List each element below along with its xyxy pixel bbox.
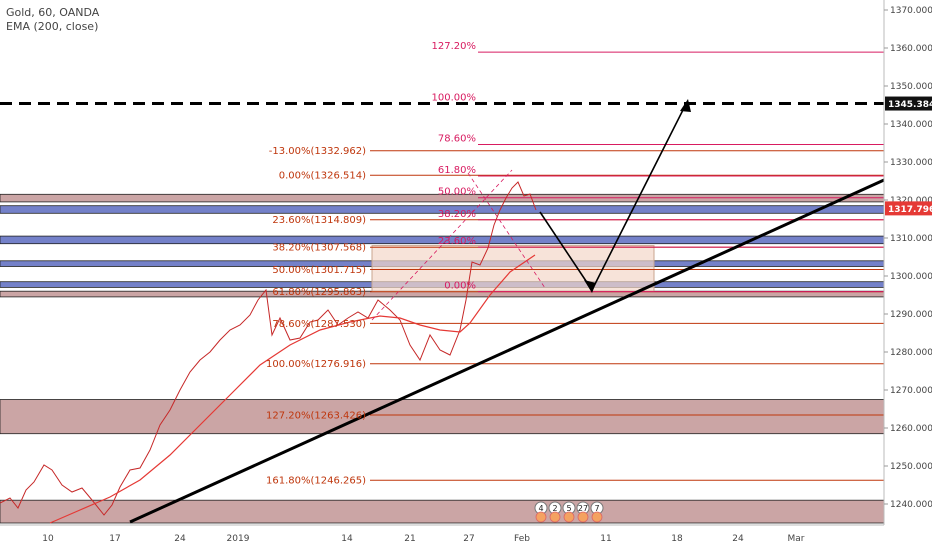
event-count-label: 5 bbox=[566, 504, 571, 513]
price-axis-bg bbox=[884, 0, 932, 550]
fib-right-label: 38.20% bbox=[438, 209, 476, 220]
price-tick-label: 1330.000 bbox=[890, 158, 932, 168]
time-tick-label: 14 bbox=[341, 534, 353, 544]
event-count-label: 4 bbox=[538, 504, 543, 513]
fib-left-label: 50.00%(1301.715) bbox=[272, 265, 366, 276]
current-price-tag bbox=[885, 201, 932, 216]
price-tick-label: 1250.000 bbox=[890, 462, 932, 472]
price-tick-label: 1320.000 bbox=[890, 196, 932, 206]
price-tick-label: 1270.000 bbox=[890, 386, 932, 396]
time-tick-label: 10 bbox=[42, 534, 54, 544]
time-tick-label: 27 bbox=[463, 534, 474, 544]
event-flag-icon bbox=[591, 511, 603, 523]
fib-right-label: 100.00% bbox=[432, 93, 477, 104]
ascending-trendline bbox=[129, 178, 885, 524]
fib-right-label: 50.00% bbox=[438, 187, 476, 198]
price-tick-label: 1300.000 bbox=[890, 272, 932, 282]
event-count-label: 2 bbox=[552, 504, 557, 513]
fib-left-label: 78.60%(1287.530) bbox=[272, 319, 366, 330]
event-count-label: 7 bbox=[594, 504, 599, 513]
ema-line bbox=[49, 254, 536, 524]
price-tick-label: 1310.000 bbox=[890, 234, 932, 244]
fib-left-label: -13.00%(1332.962) bbox=[269, 146, 366, 157]
event-flag-icon bbox=[577, 511, 589, 523]
indicator-label: EMA (200, close) bbox=[6, 20, 99, 33]
time-tick-label: 2019 bbox=[227, 534, 250, 544]
price-tick-label: 1260.000 bbox=[890, 424, 932, 434]
fib-connector-up bbox=[371, 169, 513, 321]
time-tick-label: Mar bbox=[788, 534, 805, 544]
price-tick-label: 1370.000 bbox=[890, 6, 932, 16]
price-tick-label: 1240.000 bbox=[890, 500, 932, 510]
arrowhead-down-icon bbox=[584, 280, 596, 293]
zone-support-low bbox=[0, 399, 885, 435]
fib-left-label: 61.80%(1295.863) bbox=[272, 287, 366, 298]
chart-legend: Gold, 60, OANDA EMA (200, close) bbox=[6, 6, 99, 34]
retracement-box bbox=[371, 245, 655, 292]
price-tick-label: 1350.000 bbox=[890, 82, 932, 92]
price-tick-label: 1360.000 bbox=[890, 44, 932, 54]
arrowhead-up-icon bbox=[680, 99, 691, 112]
time-tick-label: 11 bbox=[600, 534, 611, 544]
fib-left-label: 161.80%(1246.265) bbox=[266, 476, 366, 487]
time-tick-label: 24 bbox=[174, 534, 186, 544]
event-count-label: 27 bbox=[578, 504, 588, 513]
fib-left-label: 0.00%(1326.514) bbox=[279, 171, 366, 182]
time-axis-bg bbox=[0, 525, 884, 550]
price-tick-label: 1290.000 bbox=[890, 310, 932, 320]
target-price-tag bbox=[885, 96, 932, 111]
fib-connector-down bbox=[467, 172, 546, 289]
price-tick-label: 1340.000 bbox=[890, 120, 932, 130]
time-tick-label: 17 bbox=[109, 534, 120, 544]
fib-left-label: 38.20%(1307.568) bbox=[272, 243, 366, 254]
symbol-label: Gold, 60, OANDA bbox=[6, 6, 100, 19]
fib-right-label: 0.00% bbox=[444, 281, 476, 292]
fib-left-label: 23.60%(1314.809) bbox=[272, 215, 366, 226]
fib-right-label: 127.20% bbox=[432, 41, 477, 52]
price-series-line bbox=[0, 181, 537, 516]
fib-right-label: 78.60% bbox=[438, 134, 476, 145]
event-flag-icon bbox=[563, 511, 575, 523]
fib-right-label: 61.80% bbox=[438, 165, 476, 176]
time-tick-label: Feb bbox=[514, 534, 530, 544]
event-flag-icon bbox=[549, 511, 561, 523]
target-price-label: 1345.384 bbox=[888, 100, 932, 110]
event-flag-icon bbox=[535, 511, 547, 523]
time-tick-label: 18 bbox=[671, 534, 683, 544]
current-price-label: 1317.796 bbox=[888, 205, 932, 215]
price-tick-label: 1280.000 bbox=[890, 348, 932, 358]
time-tick-label: 24 bbox=[732, 534, 744, 544]
time-tick-label: 21 bbox=[404, 534, 415, 544]
fib-left-label: 127.20%(1263.426) bbox=[266, 410, 366, 421]
fib-left-label: 100.00%(1276.916) bbox=[266, 359, 366, 370]
fib-right-label: 23.60% bbox=[438, 236, 476, 247]
